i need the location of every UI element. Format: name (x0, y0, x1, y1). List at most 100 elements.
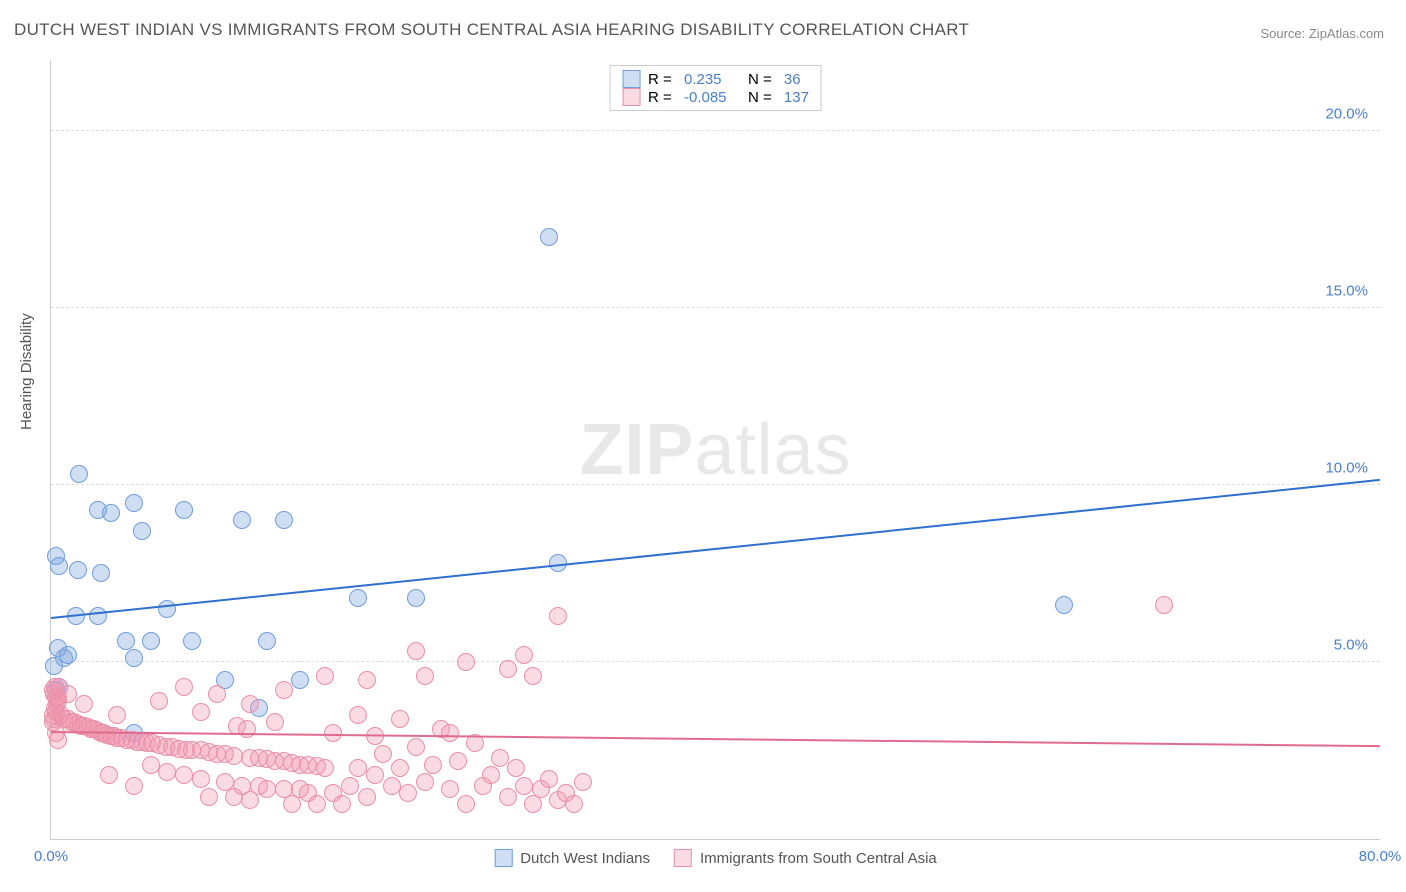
data-point (441, 780, 459, 798)
gridline (51, 307, 1380, 308)
data-point (540, 770, 558, 788)
legend-row-sca: R = -0.085 N = 137 (622, 88, 809, 106)
data-point (175, 678, 193, 696)
r-value: 0.235 (684, 71, 740, 88)
data-point (358, 671, 376, 689)
data-point (540, 228, 558, 246)
n-label: N = (748, 89, 776, 106)
data-point (117, 632, 135, 650)
x-tick-label: 80.0% (1359, 848, 1402, 865)
data-point (125, 777, 143, 795)
data-point (102, 504, 120, 522)
data-point (416, 667, 434, 685)
legend-label: Dutch West Indians (520, 850, 650, 867)
data-point (499, 660, 517, 678)
n-label: N = (748, 71, 776, 88)
legend-label: Immigrants from South Central Asia (700, 850, 937, 867)
data-point (407, 738, 425, 756)
legend-item-sca: Immigrants from South Central Asia (674, 849, 937, 867)
data-point (574, 773, 592, 791)
data-point (92, 564, 110, 582)
data-point (208, 685, 226, 703)
series-legend: Dutch West Indians Immigrants from South… (494, 849, 937, 867)
y-tick-label: 10.0% (1325, 459, 1368, 476)
y-tick-label: 5.0% (1334, 636, 1368, 653)
data-point (275, 681, 293, 699)
source-label: Source: ZipAtlas.com (1260, 26, 1384, 41)
r-value: -0.085 (684, 89, 740, 106)
data-point (266, 713, 284, 731)
data-point (407, 642, 425, 660)
data-point (192, 703, 210, 721)
data-point (291, 671, 309, 689)
trend-line (51, 479, 1380, 619)
data-point (75, 695, 93, 713)
data-point (549, 607, 567, 625)
data-point (108, 706, 126, 724)
data-point (70, 465, 88, 483)
data-point (125, 494, 143, 512)
data-point (407, 589, 425, 607)
data-point (324, 724, 342, 742)
trend-line (51, 731, 1380, 747)
data-point (69, 561, 87, 579)
data-point (133, 522, 151, 540)
x-tick-label: 0.0% (34, 848, 68, 865)
data-point (457, 653, 475, 671)
data-point (158, 600, 176, 618)
data-point (241, 695, 259, 713)
data-point (349, 706, 367, 724)
chart-title: DUTCH WEST INDIAN VS IMMIGRANTS FROM SOU… (14, 20, 969, 40)
data-point (416, 773, 434, 791)
gridline (51, 661, 1380, 662)
gridline (51, 484, 1380, 485)
data-point (258, 780, 276, 798)
data-point (241, 791, 259, 809)
data-point (125, 649, 143, 667)
data-point (499, 788, 517, 806)
data-point (349, 589, 367, 607)
n-value: 36 (784, 71, 801, 88)
data-point (258, 632, 276, 650)
data-point (158, 763, 176, 781)
data-point (225, 747, 243, 765)
correlation-legend: R = 0.235 N = 36 R = -0.085 N = 137 (609, 65, 822, 111)
data-point (316, 759, 334, 777)
data-point (1155, 596, 1173, 614)
data-point (150, 692, 168, 710)
data-point (233, 511, 251, 529)
data-point (374, 745, 392, 763)
data-point (49, 731, 67, 749)
data-point (383, 777, 401, 795)
data-point (333, 795, 351, 813)
data-point (47, 547, 65, 565)
y-axis-label: Hearing Disability (18, 313, 35, 430)
data-point (175, 766, 193, 784)
data-point (142, 632, 160, 650)
data-point (200, 788, 218, 806)
data-point (424, 756, 442, 774)
gridline (51, 130, 1380, 131)
data-point (399, 784, 417, 802)
r-label: R = (648, 71, 676, 88)
data-point (565, 795, 583, 813)
data-point (391, 710, 409, 728)
scatter-plot: ZIPatlas R = 0.235 N = 36 R = -0.085 N =… (50, 60, 1380, 840)
data-point (238, 720, 256, 738)
watermark: ZIPatlas (579, 409, 851, 491)
data-point (89, 607, 107, 625)
data-point (441, 724, 459, 742)
swatch-icon (674, 849, 692, 867)
data-point (341, 777, 359, 795)
swatch-icon (622, 70, 640, 88)
data-point (449, 752, 467, 770)
y-tick-label: 20.0% (1325, 105, 1368, 122)
r-label: R = (648, 89, 676, 106)
data-point (515, 777, 533, 795)
n-value: 137 (784, 89, 809, 106)
data-point (391, 759, 409, 777)
data-point (316, 667, 334, 685)
data-point (524, 667, 542, 685)
data-point (457, 795, 475, 813)
data-point (358, 788, 376, 806)
